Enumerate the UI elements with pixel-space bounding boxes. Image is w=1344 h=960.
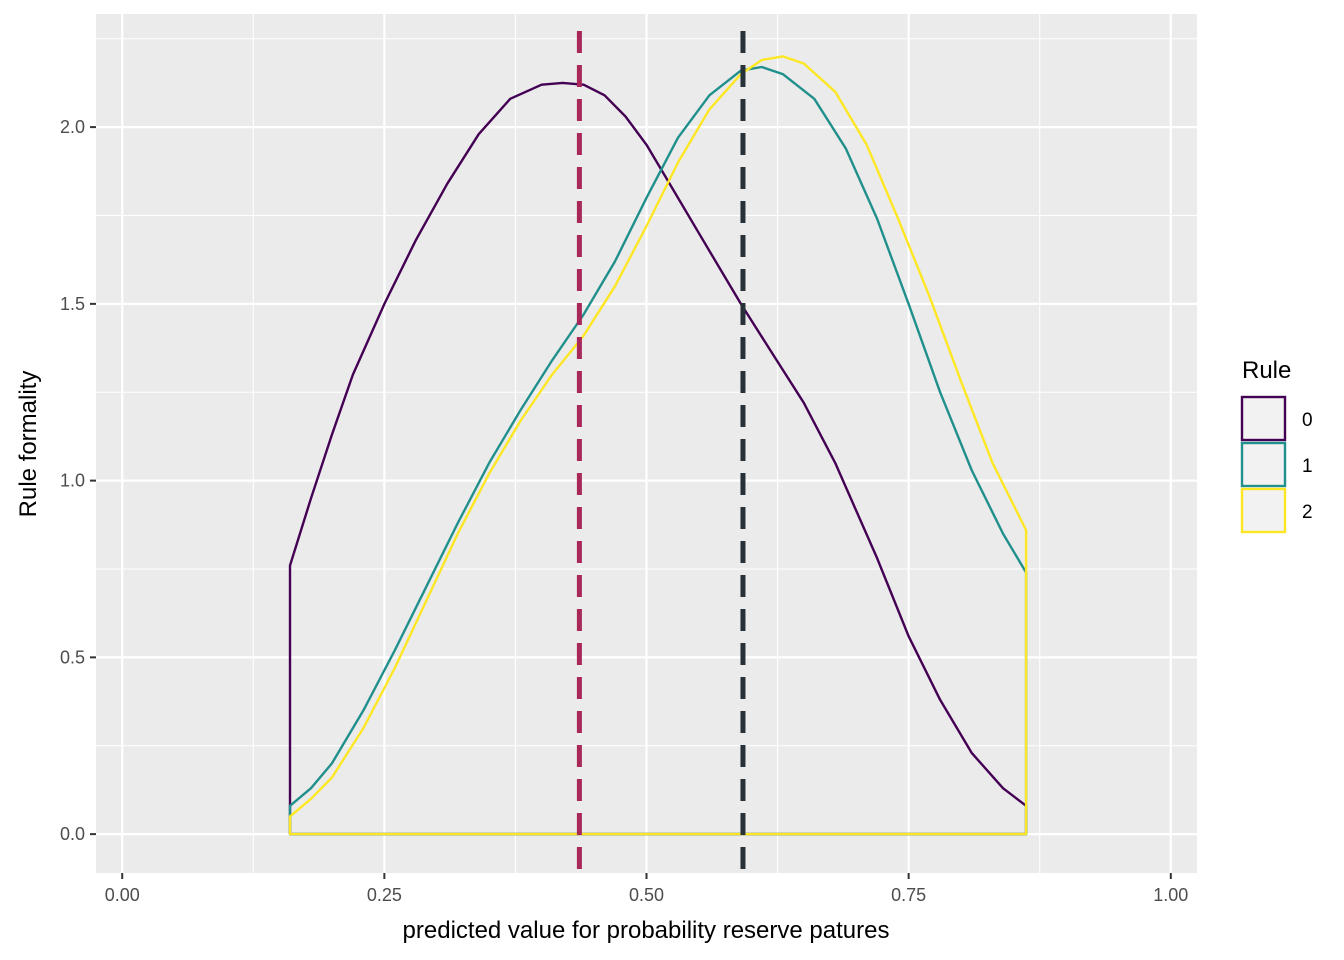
- x-axis-ticks: 0.00 0.25 0.50 0.75 1.00: [105, 873, 1188, 905]
- density-curve-rule-1: [288, 65, 1028, 836]
- y-axis-ticks: 0.0 0.5 1.0 1.5 2.0: [60, 117, 96, 844]
- density-curve-rule-2: [288, 55, 1028, 836]
- x-tick-label: 0.00: [105, 885, 140, 905]
- x-tick-label: 1.00: [1153, 885, 1188, 905]
- x-tick-label: 0.25: [367, 885, 402, 905]
- x-tick-label: 0.50: [629, 885, 664, 905]
- legend-label: 0: [1302, 410, 1313, 431]
- density-curve-rule-0: [288, 81, 1028, 836]
- y-tick-label: 2.0: [60, 117, 85, 137]
- reference-lines: [576, 31, 746, 873]
- density-series: [288, 55, 1028, 836]
- legend-key-rule-2: [1240, 487, 1287, 534]
- legend-label: 1: [1302, 456, 1313, 477]
- legend: Rule 0 1 2: [1240, 357, 1313, 534]
- legend-key-rule-0: [1240, 395, 1287, 442]
- legend-key-rule-1: [1240, 441, 1287, 488]
- legend-title: Rule: [1242, 357, 1291, 384]
- x-tick-label: 0.75: [891, 885, 926, 905]
- y-tick-label: 0.5: [60, 647, 85, 667]
- x-axis-title: predicted value for probability reserve …: [403, 917, 890, 944]
- legend-label: 2: [1302, 502, 1313, 523]
- y-axis-title: Rule formality: [15, 371, 42, 518]
- y-tick-label: 1.0: [60, 471, 85, 491]
- y-tick-label: 1.5: [60, 294, 85, 314]
- y-tick-label: 0.0: [60, 824, 85, 844]
